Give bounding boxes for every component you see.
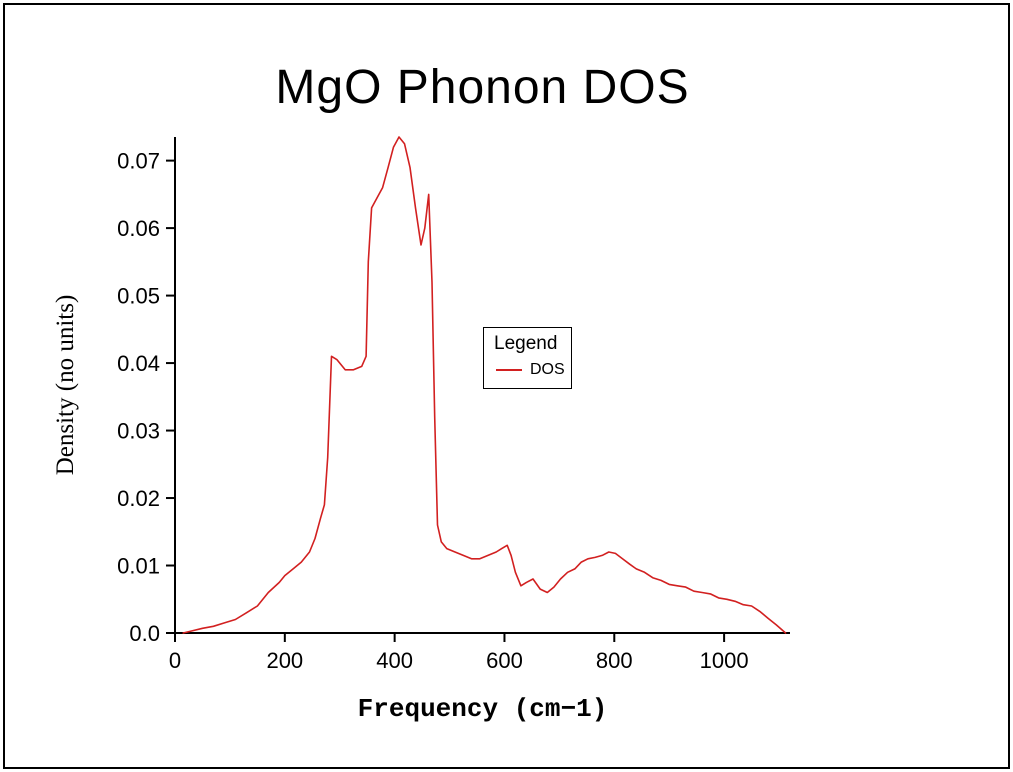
svg-text:600: 600: [486, 648, 523, 673]
x-axis-label: Frequency (cm−1): [357, 694, 608, 724]
svg-text:800: 800: [596, 648, 633, 673]
svg-text:0.0: 0.0: [129, 621, 160, 646]
svg-text:0.05: 0.05: [117, 284, 160, 309]
legend-entry-dos: DOS: [494, 361, 565, 379]
svg-text:0.04: 0.04: [117, 351, 160, 376]
legend-line-sample-icon: [496, 369, 522, 371]
svg-text:400: 400: [376, 648, 413, 673]
svg-text:0.03: 0.03: [117, 419, 160, 444]
svg-text:0.01: 0.01: [117, 554, 160, 579]
legend-title: Legend: [494, 333, 558, 354]
svg-text:1000: 1000: [700, 648, 749, 673]
svg-text:0.02: 0.02: [117, 486, 160, 511]
legend: Legend DOS: [483, 327, 572, 389]
svg-text:0: 0: [169, 648, 181, 673]
legend-entry-label: DOS: [530, 361, 565, 378]
svg-text:200: 200: [266, 648, 303, 673]
svg-text:0.06: 0.06: [117, 216, 160, 241]
chart-title: MgO Phonon DOS: [275, 61, 690, 114]
svg-text:0.07: 0.07: [117, 149, 160, 174]
